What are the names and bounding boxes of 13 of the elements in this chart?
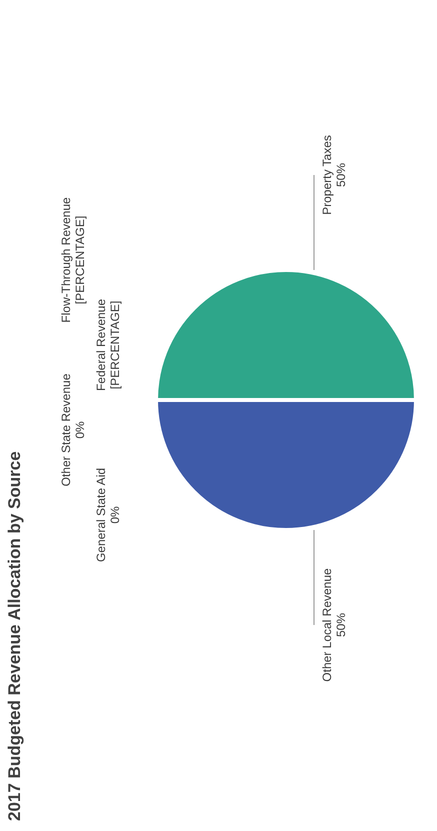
category-label: Other State Revenue — [59, 374, 73, 486]
text: 0% — [73, 421, 87, 439]
slice-label: Property Taxes — [320, 135, 334, 215]
slice-label: Other Local Revenue — [320, 568, 334, 682]
category-label: General State Aid — [94, 468, 108, 562]
text: 2017 Budgeted Revenue Allocation by Source — [5, 451, 24, 821]
data-label: 50% — [334, 162, 348, 188]
data-label: 50% — [334, 612, 348, 638]
category-label: Federal Revenue — [94, 298, 108, 392]
text: [PERCENTAGE] — [73, 216, 87, 304]
text: [PERCENTAGE] — [108, 300, 122, 390]
category-label: Flow-Through Revenue — [59, 197, 73, 323]
text: 0% — [108, 506, 122, 524]
